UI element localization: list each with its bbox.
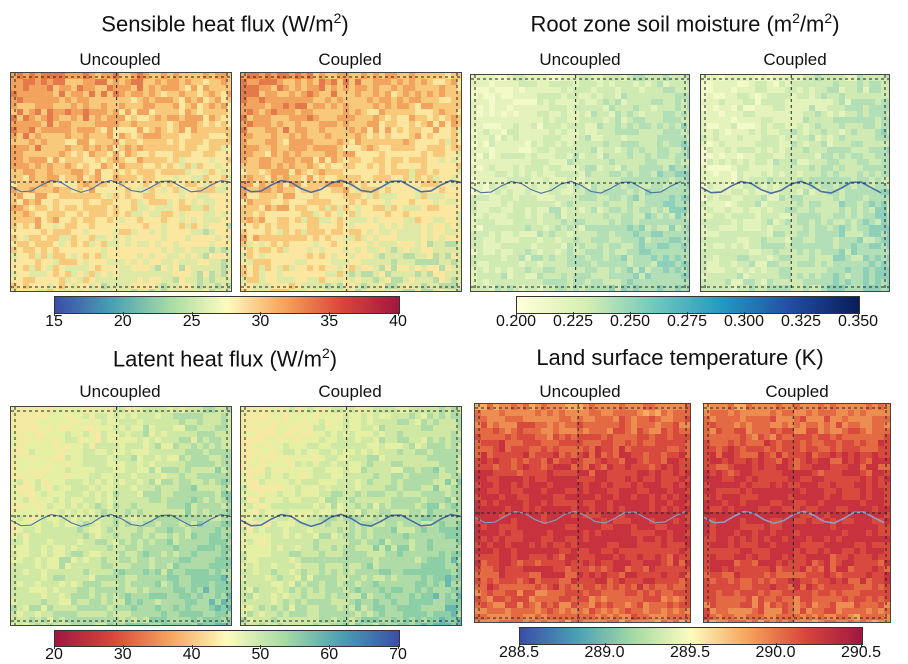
lst-coupled-label: Coupled (702, 382, 892, 402)
lst-uncoupled-map (474, 403, 691, 623)
colorbar-tick-label: 0.325 (781, 313, 821, 331)
soil-colorbar (516, 296, 860, 314)
colorbar-tick-label: 290.5 (841, 644, 881, 662)
lst-uncoupled-label: Uncoupled (470, 382, 690, 402)
latent-title-sup: 2 (322, 345, 330, 361)
colorbar-tick-label: 60 (320, 646, 338, 664)
latent-title-end: ) (330, 346, 337, 371)
soil-moisture-title: Root zone soil moisture (m2/m2) (470, 10, 900, 37)
lst-title: Land surface temperature (K) (470, 345, 890, 371)
soil-title-text: Root zone soil moisture (m (530, 11, 792, 36)
latent-heat-title: Latent heat flux (W/m2) (15, 345, 435, 372)
colorbar-tick-label: 70 (389, 646, 407, 664)
latent-uncoupled-label: Uncoupled (10, 382, 230, 402)
lst-coupled-map (703, 403, 891, 623)
sensible-coupled-label: Coupled (240, 50, 460, 70)
lst-colorbar (519, 627, 863, 645)
colorbar-tick-label: 15 (45, 313, 63, 331)
colorbar-tick-label: 40 (183, 646, 201, 664)
colorbar-tick-label: 289.0 (584, 644, 624, 662)
soil-title-sup: 2 (792, 10, 800, 26)
colorbar-tick-label: 0.250 (610, 313, 650, 331)
colorbar-tick-label: 290.0 (755, 644, 795, 662)
colorbar-tick-label: 0.275 (667, 313, 707, 331)
sensible-uncoupled-label: Uncoupled (10, 50, 230, 70)
map-raster (704, 404, 890, 622)
colorbar-tick-label: 0.350 (838, 313, 878, 331)
colorbar-tick-label: 40 (389, 313, 407, 331)
colorbar-tick-label: 0.200 (496, 313, 536, 331)
colorbar-tick-label: 20 (45, 646, 63, 664)
sensible-heat-title: Sensible heat flux (W/m2) (15, 10, 435, 37)
colorbar-tick-label: 35 (320, 313, 338, 331)
colorbar-tick-label: 20 (114, 313, 132, 331)
latent-coupled-label: Coupled (240, 382, 460, 402)
soil-title-end: ) (832, 11, 839, 36)
map-raster (11, 407, 231, 625)
colorbar-tick-label: 0.300 (724, 313, 764, 331)
soil-coupled-label: Coupled (700, 50, 890, 70)
map-raster (11, 73, 231, 291)
soil-uncoupled-map (470, 74, 690, 292)
colorbar-tick-label: 288.5 (499, 644, 539, 662)
latent-colorbar (54, 630, 400, 647)
sensible-title-text: Sensible heat flux (W/m (101, 11, 333, 36)
map-raster (475, 404, 690, 622)
colorbar-tick-label: 30 (251, 313, 269, 331)
sensible-title-end: ) (341, 11, 348, 36)
colorbar-tick-label: 289.5 (670, 644, 710, 662)
colorbar-tick-label: 30 (114, 646, 132, 664)
soil-coupled-map (700, 74, 890, 292)
colorbar-tick-label: 50 (251, 646, 269, 664)
sensible-coupled-map (240, 72, 462, 292)
map-raster (241, 407, 461, 625)
colorbar-tick-label: 25 (183, 313, 201, 331)
sensible-uncoupled-map (10, 72, 232, 292)
latent-uncoupled-map (10, 406, 232, 626)
sensible-colorbar (54, 296, 400, 314)
latent-coupled-map (240, 406, 462, 626)
map-raster (701, 75, 889, 291)
map-raster (471, 75, 689, 291)
map-raster (241, 73, 461, 291)
soil-title-mid: /m (800, 11, 824, 36)
soil-uncoupled-label: Uncoupled (470, 50, 690, 70)
colorbar-tick-label: 0.225 (553, 313, 593, 331)
latent-title-text: Latent heat flux (W/m (113, 346, 322, 371)
